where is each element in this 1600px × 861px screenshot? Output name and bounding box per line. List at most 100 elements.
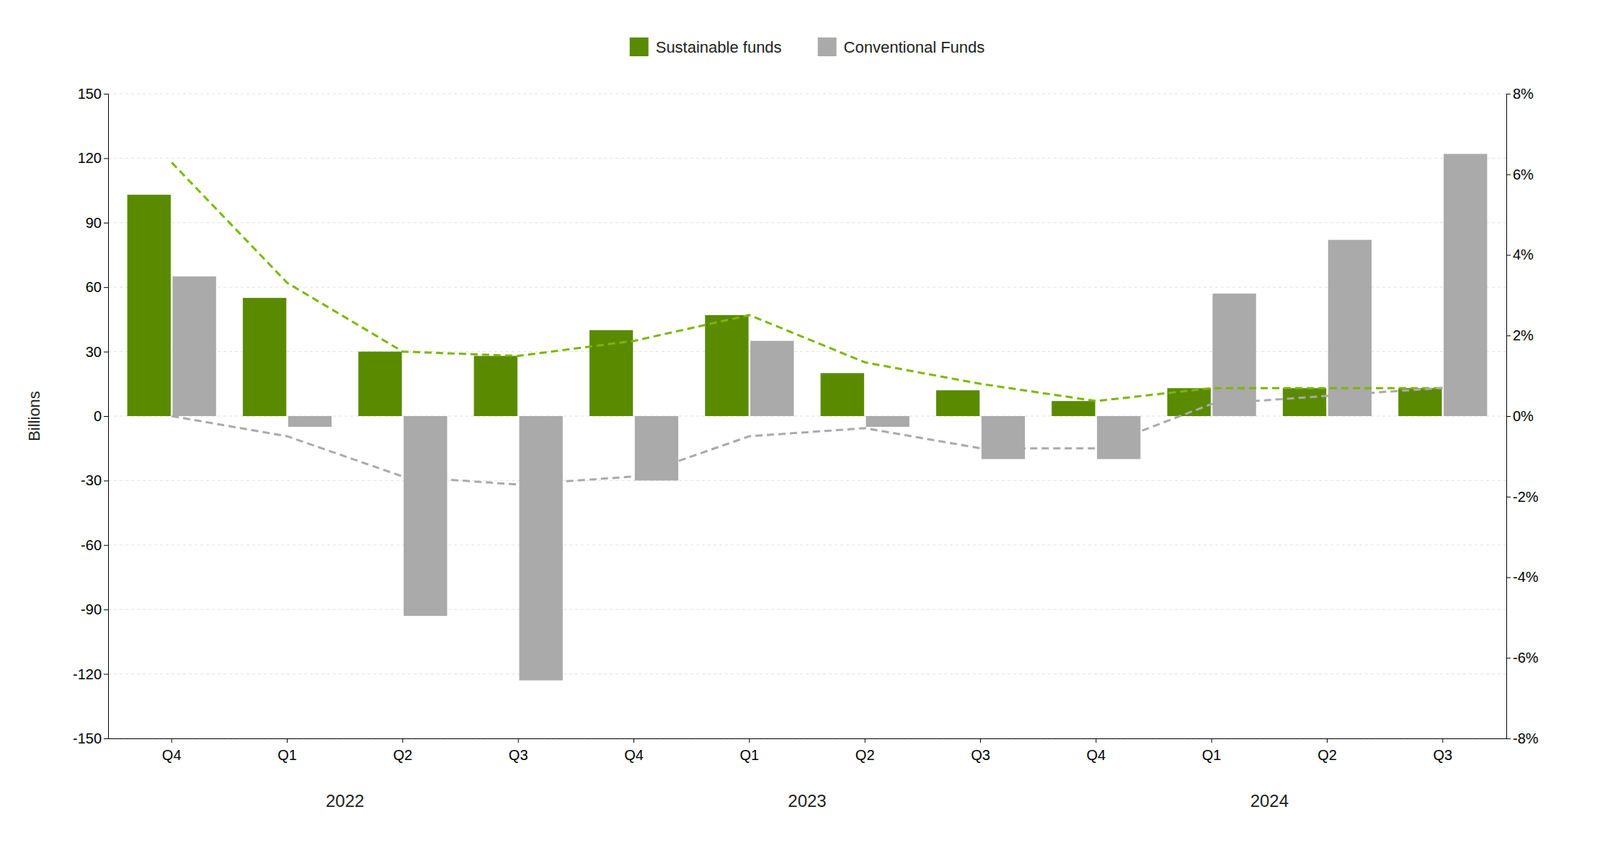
bar xyxy=(242,297,287,416)
bar xyxy=(358,351,402,416)
tick-label: 6% xyxy=(1512,166,1534,183)
tick-label: 150 xyxy=(77,85,102,102)
tick: Q2 xyxy=(855,738,875,763)
legend-swatch xyxy=(818,37,837,57)
bar xyxy=(127,194,171,416)
tick-mark xyxy=(103,673,109,675)
legend-swatch xyxy=(629,37,649,57)
bar xyxy=(474,356,518,416)
tick: Q3 xyxy=(508,738,529,763)
tick-label: -90 xyxy=(80,601,102,617)
bar xyxy=(172,276,216,416)
tick: 6% xyxy=(1506,166,1534,183)
line xyxy=(171,387,1443,485)
tick-label: -60 xyxy=(80,536,102,553)
tick-mark xyxy=(1326,738,1328,743)
bar xyxy=(634,415,679,480)
tick: Q1 xyxy=(739,738,759,763)
tick-mark xyxy=(1506,255,1511,256)
bar xyxy=(1096,415,1141,460)
tick: 0 xyxy=(93,407,109,424)
tick-mark xyxy=(1506,174,1511,176)
grid-line xyxy=(108,221,1507,223)
tick-label: 8% xyxy=(1512,85,1534,102)
tick-label: -4% xyxy=(1512,568,1539,585)
tick: 150 xyxy=(77,85,109,102)
tick-label: -2% xyxy=(1512,488,1539,505)
tick-label: 4% xyxy=(1512,246,1534,263)
tick-label: Q4 xyxy=(1086,746,1106,763)
tick: -60 xyxy=(80,536,109,553)
grid-line xyxy=(108,738,1507,739)
tick-mark xyxy=(103,286,109,288)
tick-label: 90 xyxy=(85,214,102,231)
legend-label: Conventional Funds xyxy=(843,38,986,57)
bar xyxy=(750,340,794,416)
tick: Q4 xyxy=(162,738,182,763)
tick: 60 xyxy=(85,278,109,295)
axis-line xyxy=(108,738,1508,739)
legend-label: Sustainable funds xyxy=(655,38,782,57)
tick: 8% xyxy=(1506,85,1534,102)
tick-mark xyxy=(1442,738,1443,743)
y-axis: -150-120-90-60-300306090120150 xyxy=(72,85,109,746)
tick-mark xyxy=(171,738,173,743)
grid-line xyxy=(108,673,1507,674)
axis-line xyxy=(103,94,109,739)
tick-mark xyxy=(864,738,866,743)
tick: -150 xyxy=(72,730,109,746)
tick: Q4 xyxy=(624,738,644,763)
tick-label: Q2 xyxy=(855,746,875,763)
axis-title: Billions xyxy=(25,390,44,442)
tick-mark xyxy=(103,157,109,159)
tick-mark xyxy=(633,738,635,743)
y2-axis: -8%-6%-4%-2%0%2%4%6%8% xyxy=(1506,85,1539,746)
annotation: 2023 xyxy=(787,790,826,811)
tick: -30 xyxy=(80,472,109,488)
tick-label: Q3 xyxy=(1432,746,1453,763)
tick: 90 xyxy=(85,214,109,231)
bar xyxy=(1282,387,1327,416)
tick: -8% xyxy=(1506,730,1539,746)
tick-label: Q3 xyxy=(970,746,991,763)
line xyxy=(171,162,1443,401)
grid-line xyxy=(108,609,1507,610)
tick-mark xyxy=(518,738,519,743)
tick-mark xyxy=(1211,738,1213,743)
tick-mark xyxy=(980,738,981,743)
legend-item: Conventional Funds xyxy=(818,37,986,57)
tick-mark xyxy=(1506,335,1511,336)
grid-line xyxy=(108,544,1507,545)
tick: Q2 xyxy=(392,738,413,763)
tick-mark xyxy=(1095,738,1097,743)
tick-mark xyxy=(1506,93,1511,95)
legend: Sustainable funds Conventional Funds xyxy=(629,37,986,57)
grid-line xyxy=(108,286,1507,288)
tick-mark xyxy=(103,544,109,546)
grid-line xyxy=(108,350,1507,352)
annotation: 2024 xyxy=(1250,790,1289,811)
tick-mark xyxy=(103,415,109,417)
tick-mark xyxy=(1506,738,1511,739)
tick-label: 60 xyxy=(85,278,102,295)
tick-mark xyxy=(103,738,109,739)
annotation: 2022 xyxy=(325,790,364,811)
tick: -120 xyxy=(72,665,109,682)
bar-series xyxy=(172,153,1487,680)
grid xyxy=(108,93,1507,739)
bar xyxy=(403,415,447,616)
x-axis: Q4Q1Q2Q3Q4Q1Q2Q3Q4Q1Q2Q3 xyxy=(108,738,1508,763)
tick-label: -30 xyxy=(80,472,102,488)
tick-label: 0 xyxy=(93,407,102,424)
tick: Q1 xyxy=(1202,738,1222,763)
tick-label: -8% xyxy=(1512,730,1539,746)
tick-mark xyxy=(103,351,109,353)
grid-line xyxy=(108,480,1507,481)
bar xyxy=(865,415,909,427)
tick: 2% xyxy=(1506,327,1534,344)
tick: Q1 xyxy=(277,738,297,763)
tick-label: Q1 xyxy=(739,746,759,763)
tick-label: -120 xyxy=(72,665,102,682)
tick-label: -6% xyxy=(1512,649,1539,666)
tick: -4% xyxy=(1506,568,1539,585)
